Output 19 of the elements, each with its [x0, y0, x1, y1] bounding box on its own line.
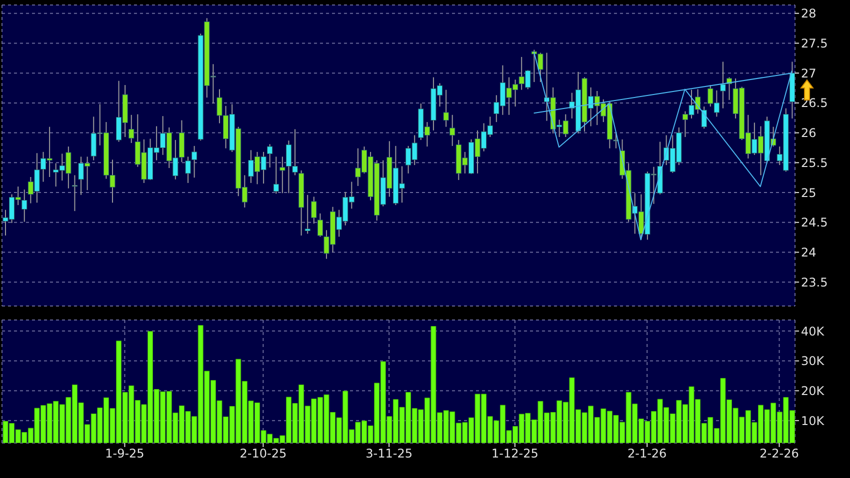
- y-tick-label: 40K: [801, 324, 826, 338]
- y-tick-label: 25: [801, 186, 816, 200]
- x-tick-label: 2-2-26: [760, 446, 799, 461]
- x-tick-label: 2-1-26: [628, 446, 667, 461]
- y-tick-label: 24.5: [801, 216, 828, 230]
- y-tick-label: 27: [801, 66, 816, 80]
- y-tick-label: 26: [801, 126, 816, 140]
- y-tick-label: 28: [801, 6, 816, 21]
- x-tick-label: 2-10-25: [240, 446, 287, 461]
- y-tick-label: 24: [801, 246, 816, 260]
- x-tick-label: 1-12-25: [492, 446, 538, 461]
- y-tick-label: 23.5: [801, 275, 828, 290]
- y-tick-label: 10K: [801, 414, 826, 428]
- y-tick-label: 30K: [801, 354, 826, 368]
- y-tick-label: 25.5: [801, 156, 828, 170]
- x-tick-label: 3-11-25: [366, 446, 412, 461]
- y-tick-label: 20K: [801, 384, 826, 398]
- y-tick-label: 27.5: [801, 36, 828, 50]
- x-tick-label: 1-9-25: [105, 446, 144, 461]
